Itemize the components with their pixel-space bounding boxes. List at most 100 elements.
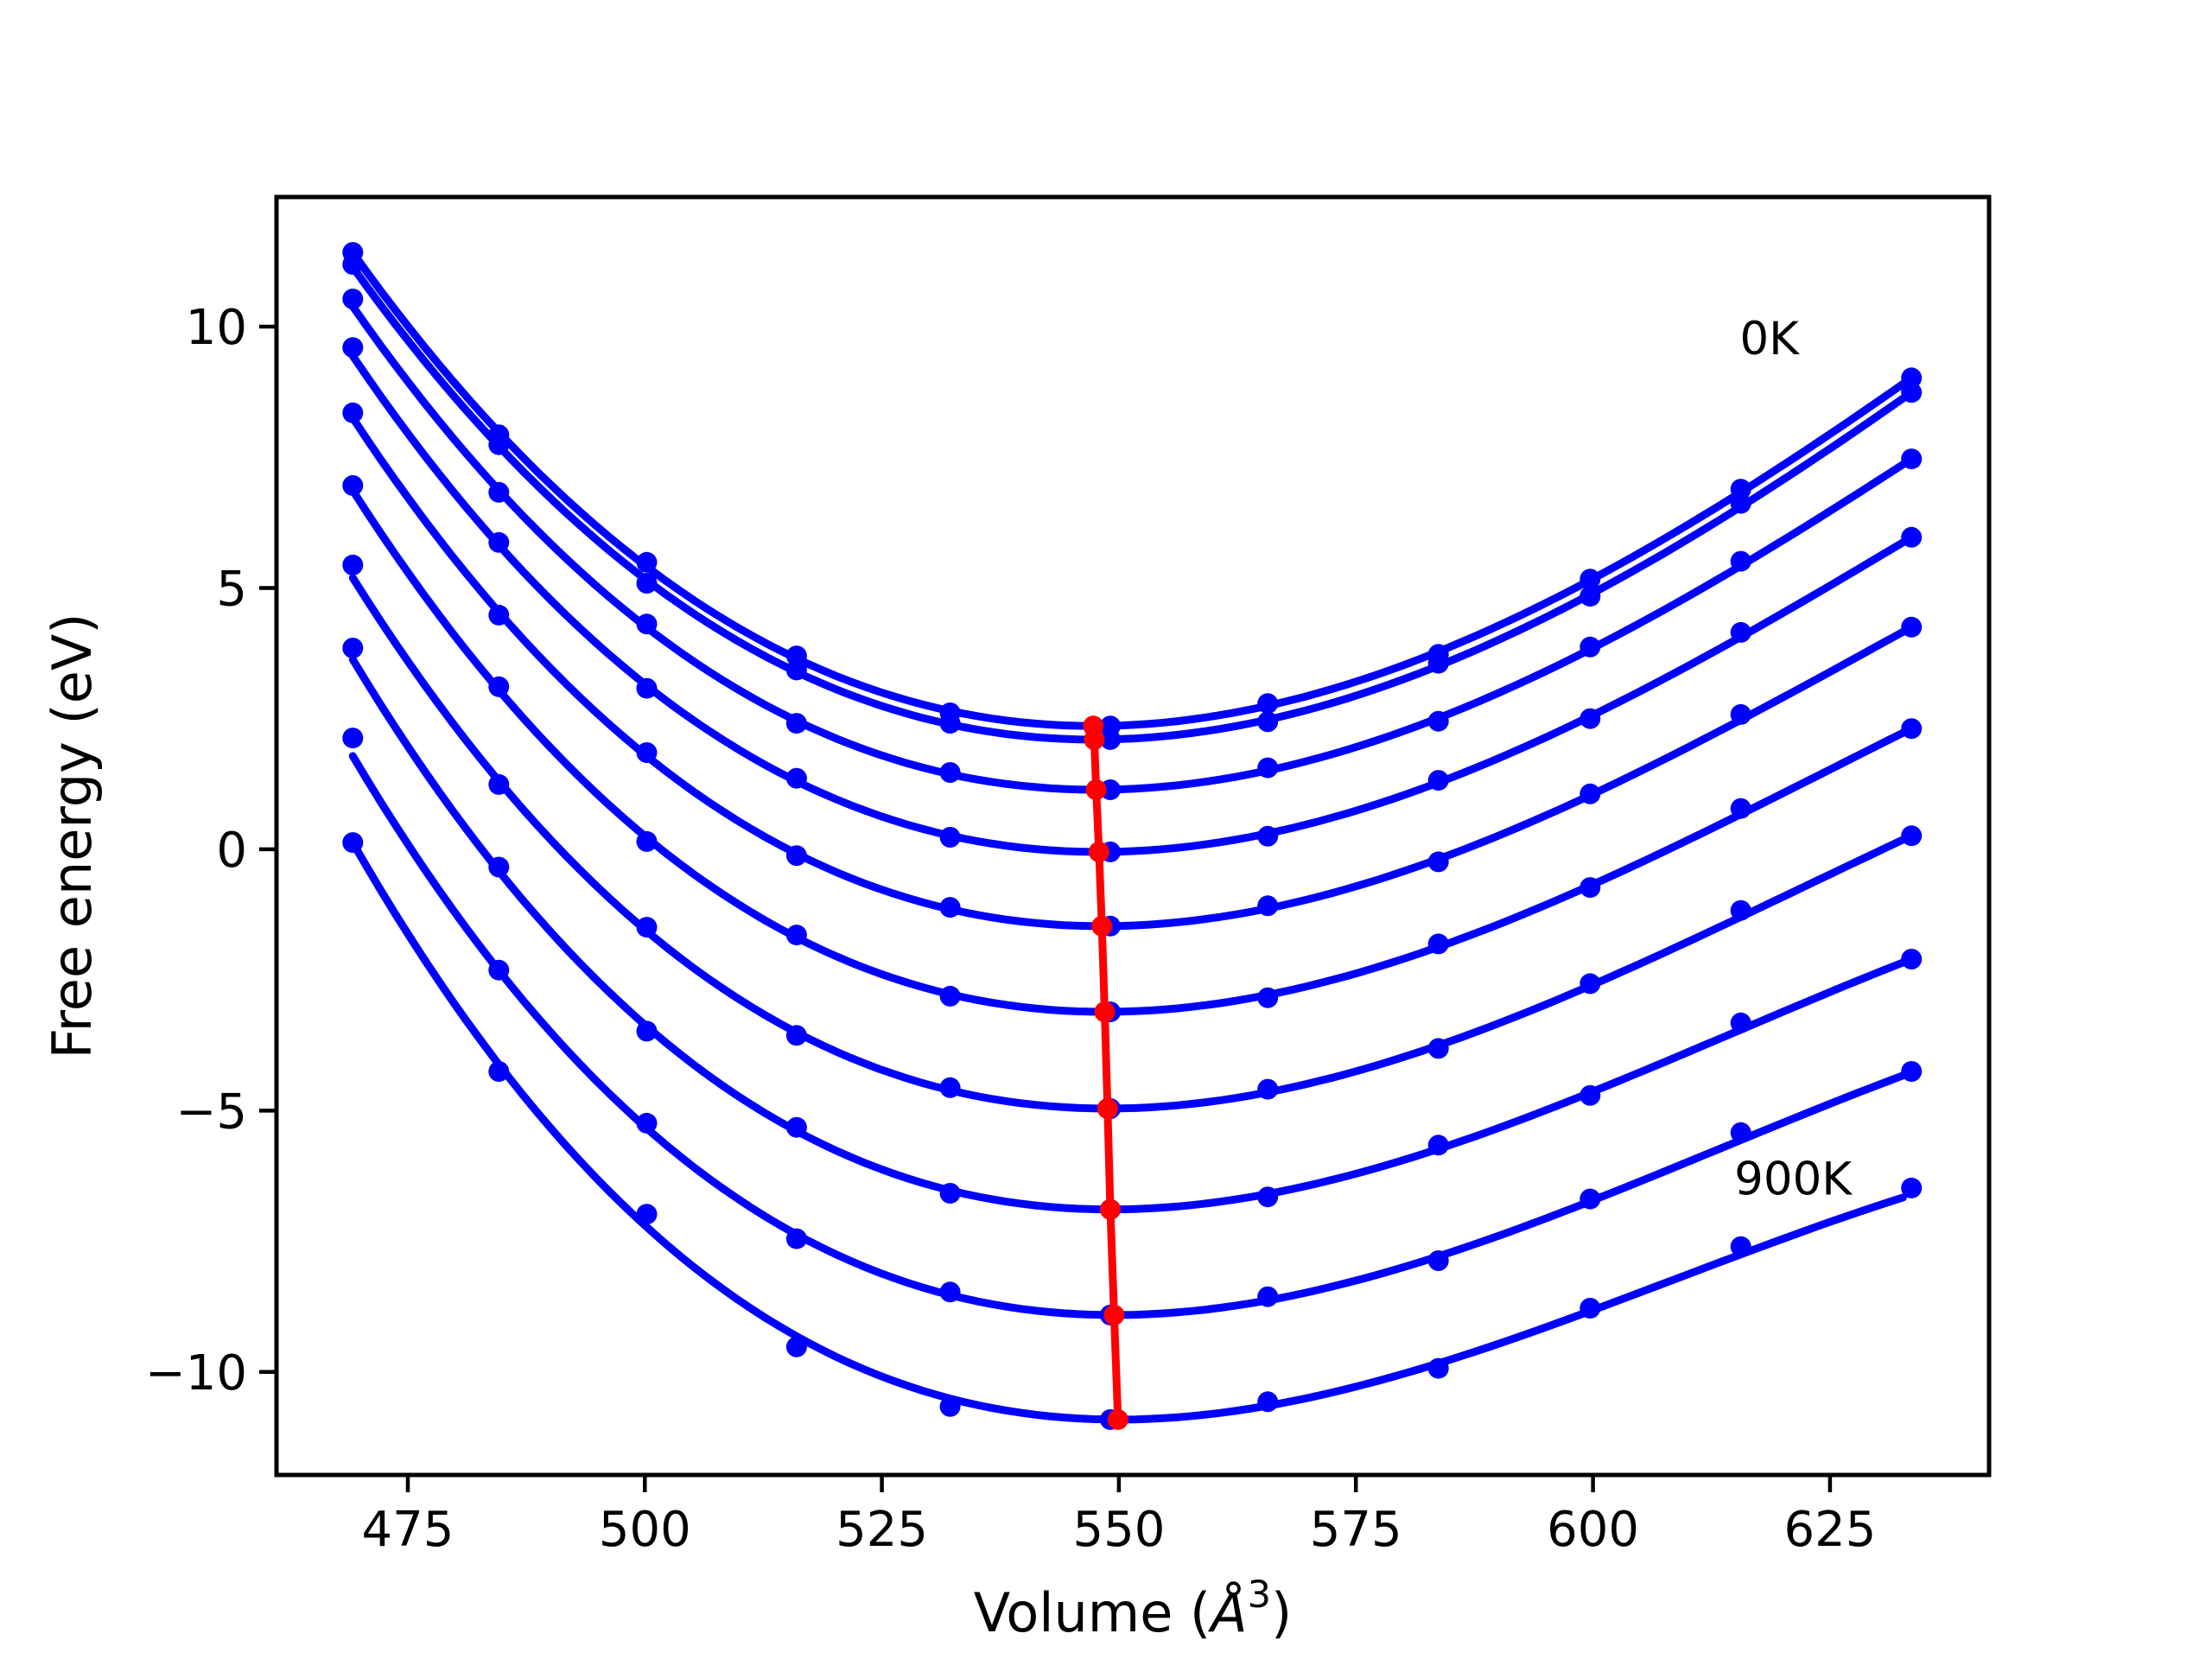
data-point-700K-v2 — [636, 1020, 658, 1042]
data-point-500K-v9 — [1730, 798, 1751, 819]
data-point-600K-v8 — [1580, 973, 1601, 995]
data-point-300K-v8 — [1580, 708, 1601, 729]
y-tick-label-10: 10 — [186, 300, 247, 356]
fit-curve-100K — [348, 263, 1907, 744]
x-tick-label-525: 525 — [836, 1502, 928, 1558]
data-point-400K-v10 — [1901, 616, 1923, 638]
data-point-600K-v0 — [342, 554, 364, 575]
y-tick-label--5: −5 — [175, 1084, 247, 1140]
data-point-100K-v0 — [342, 254, 364, 275]
equilibrium-point-900K — [1107, 1408, 1128, 1430]
data-point-900K-v0 — [342, 832, 364, 854]
data-point-600K-v10 — [1901, 825, 1923, 847]
x-tick-label-575: 575 — [1310, 1502, 1402, 1558]
data-point-700K-v9 — [1730, 1012, 1751, 1033]
data-point-800K-v6 — [1257, 1286, 1279, 1307]
scatter-series-600K — [342, 554, 1923, 1119]
data-point-700K-v4 — [939, 1183, 961, 1204]
data-point-0K-v9 — [1730, 479, 1751, 500]
fit-curve-600K — [348, 574, 1907, 1113]
data-point-600K-v7 — [1427, 1038, 1449, 1059]
data-point-700K-v3 — [785, 1116, 807, 1138]
scatter-series-400K — [342, 402, 1923, 937]
y-tick-label--10: −10 — [145, 1345, 247, 1402]
y-tick-label-5: 5 — [216, 562, 247, 618]
plot-spines — [274, 194, 1992, 1478]
data-point-100K-v8 — [1580, 586, 1601, 607]
data-point-900K-v2 — [636, 1204, 658, 1225]
data-point-0K-v8 — [1580, 569, 1601, 590]
data-point-100K-v10 — [1901, 382, 1923, 404]
data-point-800K-v10 — [1901, 1061, 1923, 1082]
data-point-300K-v6 — [1257, 825, 1279, 847]
data-point-400K-v4 — [939, 897, 961, 918]
data-point-800K-v8 — [1580, 1188, 1601, 1210]
data-point-200K-v5 — [1100, 779, 1121, 800]
data-point-900K-v8 — [1580, 1298, 1601, 1319]
fit-curve-700K — [348, 655, 1907, 1214]
equilibrium-point-400K — [1091, 915, 1113, 937]
data-point-500K-v0 — [342, 474, 364, 496]
equilibrium-point-200K — [1085, 779, 1107, 800]
data-point-800K-v3 — [785, 1228, 807, 1249]
data-point-700K-v1 — [488, 856, 510, 878]
data-point-400K-v8 — [1580, 783, 1601, 804]
data-point-600K-v1 — [488, 773, 510, 795]
data-point-200K-v0 — [342, 289, 364, 309]
scatter-series-200K — [342, 289, 1923, 800]
data-point-200K-v10 — [1901, 448, 1923, 470]
data-point-900K-v1 — [488, 1061, 510, 1082]
data-point-400K-v7 — [1427, 851, 1449, 873]
data-point-700K-v6 — [1257, 1186, 1279, 1208]
data-point-200K-v2 — [636, 613, 658, 635]
data-point-700K-v0 — [342, 638, 364, 658]
x-tick-label-475: 475 — [362, 1502, 454, 1558]
fit-curve-0K — [348, 248, 1907, 730]
equilibrium-line — [1089, 721, 1122, 1424]
fit-curve-800K — [348, 752, 1907, 1319]
x-tick-label-500: 500 — [599, 1502, 691, 1558]
data-point-200K-v3 — [785, 713, 807, 734]
x-axis-label: Volume (Å3) — [974, 1573, 1292, 1644]
data-point-100K-v7 — [1427, 652, 1449, 674]
equilibrium-point-500K — [1094, 1001, 1116, 1023]
data-point-300K-v1 — [488, 531, 510, 553]
data-point-300K-v2 — [636, 677, 658, 699]
data-point-500K-v6 — [1257, 987, 1279, 1008]
data-point-800K-v9 — [1730, 1122, 1751, 1143]
data-point-400K-v2 — [636, 742, 658, 763]
data-point-500K-v1 — [488, 676, 510, 697]
data-point-300K-v10 — [1901, 526, 1923, 548]
data-point-800K-v4 — [939, 1281, 961, 1303]
data-point-500K-v2 — [636, 830, 658, 852]
data-point-600K-v3 — [785, 1025, 807, 1046]
scatter-series-900K — [342, 832, 1923, 1430]
data-point-300K-v9 — [1730, 621, 1751, 643]
data-point-800K-v7 — [1427, 1250, 1449, 1271]
data-point-600K-v6 — [1257, 1078, 1279, 1100]
data-point-900K-v3 — [785, 1336, 807, 1357]
data-point-300K-v0 — [342, 337, 364, 359]
data-point-800K-v0 — [342, 728, 364, 749]
data-point-400K-v3 — [785, 845, 807, 867]
data-point-200K-v8 — [1580, 636, 1601, 658]
annotation-0K: 0K — [1739, 313, 1800, 365]
data-point-400K-v1 — [488, 604, 510, 626]
scatter-series-700K — [342, 638, 1923, 1220]
data-point-900K-v10 — [1901, 1177, 1923, 1198]
data-point-600K-v2 — [636, 917, 658, 938]
data-point-500K-v3 — [785, 925, 807, 946]
data-point-400K-v0 — [342, 402, 364, 423]
data-point-100K-v4 — [939, 713, 961, 734]
scatter-series-800K — [342, 728, 1923, 1325]
equilibrium-point-600K — [1096, 1098, 1118, 1119]
data-point-500K-v8 — [1580, 877, 1601, 899]
data-point-600K-v9 — [1730, 899, 1751, 921]
data-point-200K-v7 — [1427, 710, 1449, 732]
fit-curve-500K — [348, 486, 1907, 1016]
data-point-100K-v9 — [1730, 493, 1751, 514]
data-point-200K-v1 — [488, 481, 510, 503]
data-point-400K-v6 — [1257, 895, 1279, 917]
x-tick-label-550: 550 — [1072, 1502, 1165, 1558]
